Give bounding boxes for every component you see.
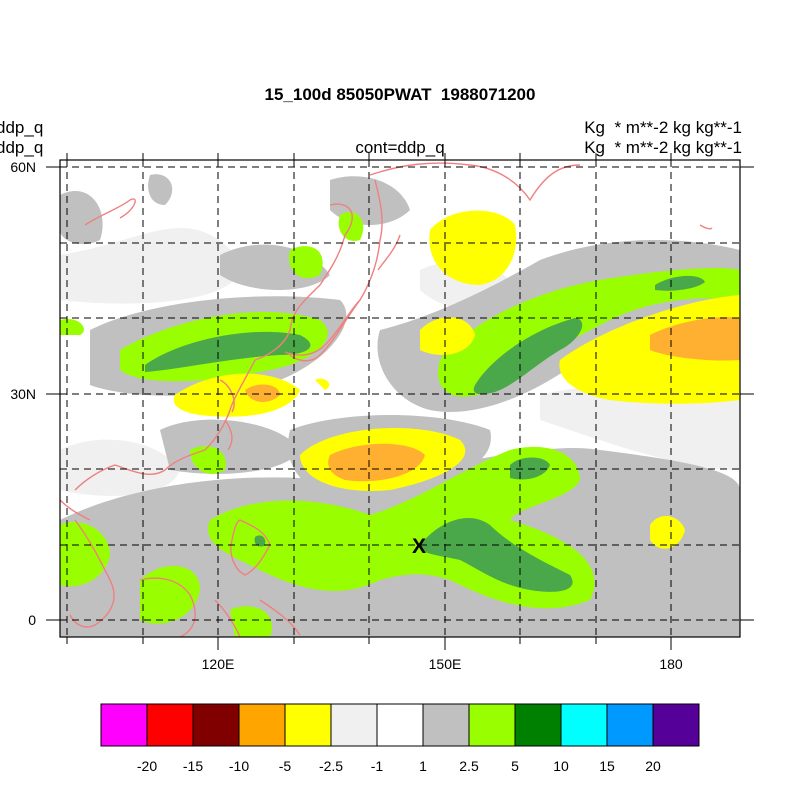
colorbar-label: 20 [645,758,661,774]
colorbar-swatch [330,703,378,747]
colorbar-label: 5 [511,758,519,774]
left-variable-label-2: ddp_q [0,138,44,157]
colorbar-label: -5 [279,758,292,774]
center-contour-label: cont=ddp_q [355,138,445,157]
colorbar-label: -15 [183,758,203,774]
colorbar-swatch [284,703,332,747]
colorbar-swatch [238,703,286,747]
lon-label-150e: 150E [429,656,462,672]
colorbar-swatch [422,703,470,747]
coastlines [60,162,713,637]
units-label-2: Kg * m**-2 kg kg**-1 [584,138,742,157]
colorbar-label: -20 [137,758,157,774]
units-label-1: Kg * m**-2 kg kg**-1 [584,118,742,137]
plot-title: 15_100d 85050PWAT 1988071200 [264,85,536,104]
colorbar-label: 1 [419,758,427,774]
colorbar-swatch [514,703,562,747]
colorbar-label: 10 [553,758,569,774]
left-variable-label-1: ddp_q [0,118,44,137]
colorbar [100,703,700,747]
map-frame [59,159,741,638]
colorbar-label: 15 [599,758,615,774]
grid-lines [60,160,740,637]
colorbar-swatch [146,703,194,747]
axis-ticks [46,153,754,650]
colorbar-swatch [376,703,424,747]
field-orange [245,317,740,482]
lat-label-30n: 30N [10,386,36,402]
lon-label-120e: 120E [202,656,235,672]
colorbar-swatch [560,703,608,747]
colorbar-swatch [468,703,516,747]
colorbar-swatch [192,703,240,747]
colorbar-label: -1 [371,758,384,774]
lat-label-60n: 60N [10,159,36,175]
colorbar-swatch [100,703,148,747]
colorbar-label: -10 [229,758,249,774]
colorbar-label: -2.5 [319,758,343,774]
lat-label-0: 0 [28,612,36,628]
field-dark-green [145,275,705,592]
colorbar-swatch [606,703,654,747]
map-field [60,160,740,637]
lon-label-180: 180 [659,656,683,672]
colorbar-swatch [652,703,700,747]
colorbar-labels: -20 -15 -10 -5 -2.5 -1 1 2.5 5 10 15 20 [137,758,661,774]
location-marker: X [412,535,426,558]
colorbar-label: 2.5 [459,758,479,774]
